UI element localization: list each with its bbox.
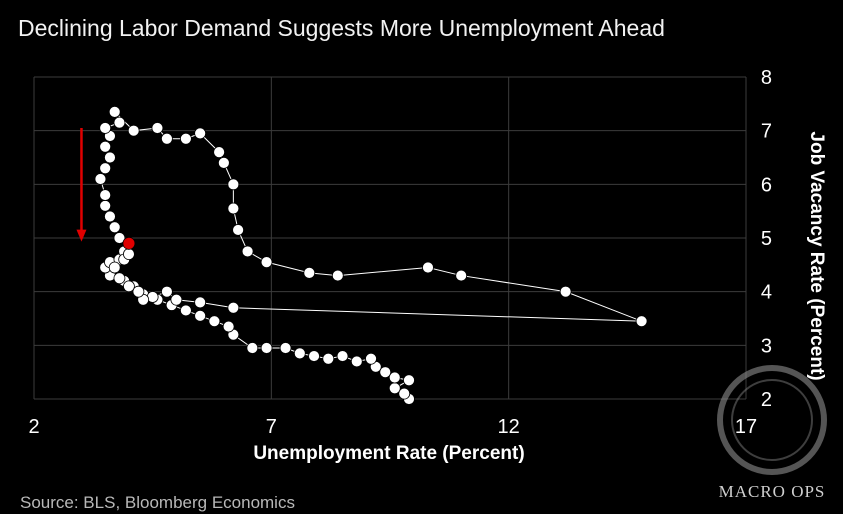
y-tick-label: 8 <box>761 67 772 89</box>
data-point <box>403 374 415 387</box>
data-point <box>322 352 335 365</box>
data-point <box>104 151 116 164</box>
y-tick-label: 7 <box>761 121 772 143</box>
data-point <box>279 342 292 354</box>
data-point <box>108 261 121 274</box>
data-point <box>260 256 273 269</box>
data-point <box>455 269 468 282</box>
current-data-point <box>122 236 136 250</box>
data-point <box>232 224 245 236</box>
data-point <box>331 269 344 282</box>
watermark-ring-icon <box>717 365 827 475</box>
data-point <box>303 266 316 279</box>
data-point <box>213 146 226 159</box>
watermark-logo: MACRO OPS <box>717 365 827 501</box>
data-point <box>179 304 192 317</box>
data-point <box>388 371 401 384</box>
data-point <box>635 315 648 328</box>
data-point <box>94 173 107 185</box>
y-axis-title: Job Vacancy Rate (Percent) <box>806 131 827 380</box>
x-tick-label: 2 <box>28 416 39 438</box>
watermark-inner-ring-icon <box>731 379 813 461</box>
data-point <box>227 301 240 314</box>
data-point <box>379 366 392 379</box>
x-tick-label: 12 <box>498 416 520 438</box>
data-point <box>127 124 140 137</box>
watermark-text: MACRO OPS <box>719 482 826 501</box>
data-point <box>104 210 116 223</box>
y-tick-label: 6 <box>761 174 772 196</box>
x-tick-label: 17 <box>735 416 757 438</box>
x-tick-label: 7 <box>266 416 277 438</box>
x-axis-title: Unemployment Rate (Percent) <box>253 443 524 464</box>
data-point <box>388 382 401 395</box>
data-point <box>559 285 572 298</box>
data-point <box>161 132 173 145</box>
data-point <box>194 296 207 309</box>
data-point <box>132 285 145 298</box>
data-point <box>260 342 273 354</box>
data-point <box>170 293 183 306</box>
data-point <box>365 352 377 365</box>
data-point <box>398 387 411 400</box>
data-point <box>194 309 207 322</box>
data-point <box>350 355 363 368</box>
data-point <box>217 156 230 169</box>
data-point <box>194 127 207 140</box>
grid <box>33 76 747 400</box>
data-point <box>123 280 135 293</box>
y-tick-label: 5 <box>761 228 772 250</box>
data-point <box>113 116 126 129</box>
y-tick-label: 3 <box>761 335 772 357</box>
data-point <box>99 122 112 134</box>
data-point <box>113 232 126 244</box>
y-tick-label: 2 <box>761 389 772 411</box>
data-point <box>241 245 254 258</box>
data-point <box>99 162 112 175</box>
data-point <box>222 320 235 333</box>
data-point <box>336 350 349 362</box>
data-point <box>108 221 121 234</box>
data-point <box>123 248 135 261</box>
chart-title: Declining Labor Demand Suggests More Une… <box>18 15 665 41</box>
data-point <box>161 285 173 298</box>
y-tick-label: 4 <box>761 282 772 304</box>
source-note: Source: BLS, Bloomberg Economics <box>20 493 295 512</box>
data-point <box>422 261 434 274</box>
data-point <box>99 199 112 212</box>
data-point <box>113 272 126 285</box>
data-point <box>227 202 240 215</box>
data-point <box>151 122 164 134</box>
red-arrow-head <box>76 229 87 242</box>
data-point <box>246 342 259 354</box>
data-point <box>99 140 112 153</box>
data-point <box>179 132 192 145</box>
data-point <box>99 189 112 201</box>
data-point <box>208 315 221 328</box>
data-point <box>227 178 240 191</box>
data-point <box>308 350 320 362</box>
data-point <box>108 105 121 118</box>
annotations <box>76 127 87 242</box>
data-point <box>293 347 306 360</box>
series-points <box>94 105 648 405</box>
